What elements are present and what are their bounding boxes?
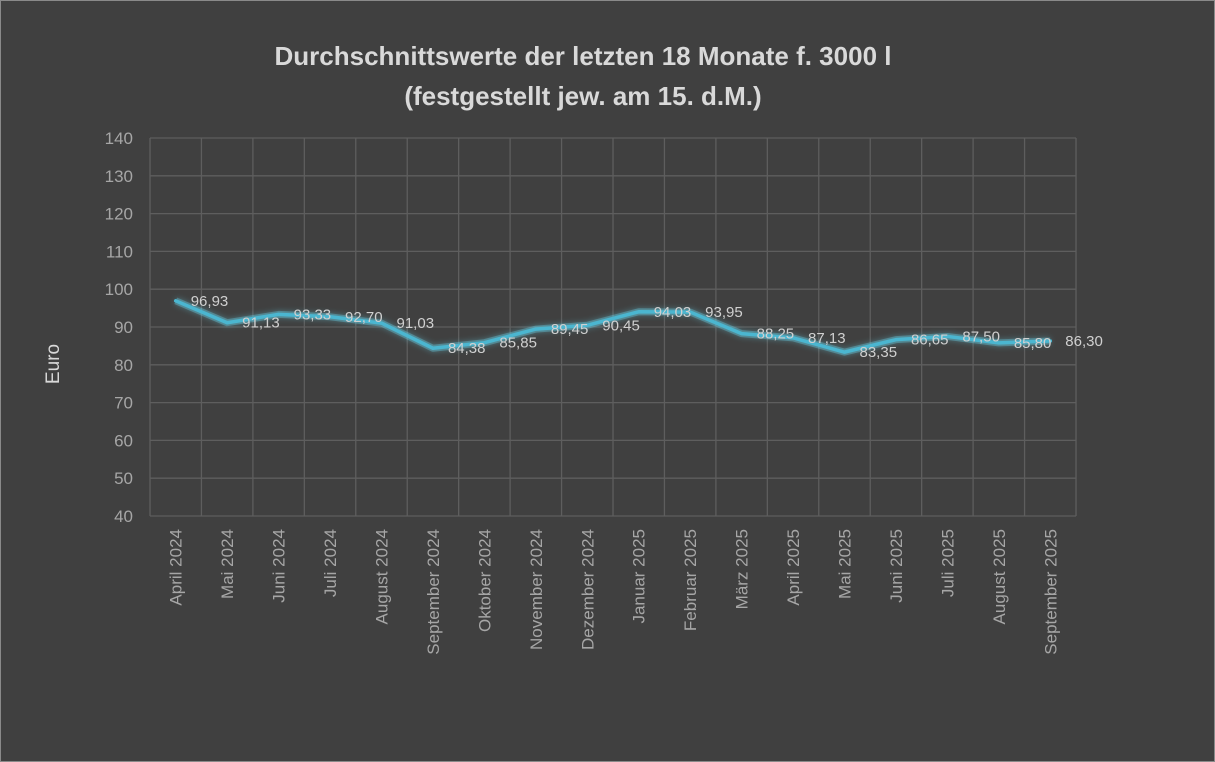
data-label: 85,80 (1014, 335, 1052, 352)
x-tick-label: September 2025 (1041, 529, 1060, 655)
data-label: 93,95 (705, 304, 743, 321)
data-labels: 96,93 91,13 93,33 92,70 91,03 84,38 85,85 89,45… (191, 293, 1103, 361)
data-label: 91,03 (397, 315, 435, 332)
data-label: 88,25 (757, 326, 795, 343)
y-axis-ticks: 40 50 60 70 80 90 100 110 120 130 140 (105, 129, 133, 526)
series-line (173, 299, 1053, 354)
x-tick-label: Oktober 2024 (475, 529, 494, 632)
y-tick-label: 140 (105, 129, 133, 148)
x-tick-label: Juli 2025 (938, 529, 957, 597)
data-label: 84,38 (448, 340, 486, 357)
data-label: 89,45 (551, 321, 589, 338)
x-axis-ticks: April 2024 Mai 2024 Juni 2024 Juli 2024 Augu… (167, 529, 1061, 655)
x-tick-label: Februar 2025 (681, 529, 700, 631)
y-tick-label: 70 (114, 394, 133, 413)
x-tick-label: Juli 2024 (321, 529, 340, 597)
y-tick-label: 60 (114, 431, 133, 450)
data-series (173, 297, 1053, 356)
chart-title-line-1: Durchschnittswerte der letzten 18 Monate… (275, 41, 892, 71)
x-tick-label: April 2025 (784, 529, 803, 606)
x-tick-label: August 2025 (990, 529, 1009, 624)
y-tick-label: 50 (114, 469, 133, 488)
data-label: 85,85 (499, 335, 537, 352)
x-tick-label: Juni 2025 (887, 529, 906, 603)
data-label: 94,03 (654, 304, 692, 321)
x-tick-label: März 2025 (733, 529, 752, 609)
x-tick-label: April 2024 (167, 529, 186, 606)
data-label: 93,33 (294, 306, 332, 323)
gridlines (149, 137, 1077, 517)
y-tick-label: 90 (114, 318, 133, 337)
x-tick-label: November 2024 (527, 529, 546, 650)
x-tick-label: Mai 2024 (218, 529, 237, 599)
x-tick-label: Mai 2025 (836, 529, 855, 599)
x-tick-label: Januar 2025 (630, 529, 649, 624)
data-label: 87,13 (808, 330, 846, 347)
data-label: 87,50 (962, 328, 1000, 345)
y-tick-label: 80 (114, 356, 133, 375)
data-label: 90,45 (602, 317, 640, 334)
data-label: 96,93 (191, 293, 229, 310)
data-label: 91,13 (242, 315, 280, 332)
data-label: 92,70 (345, 309, 383, 326)
y-tick-label: 100 (105, 280, 133, 299)
data-label: 86,30 (1065, 333, 1103, 350)
y-tick-label: 40 (114, 507, 133, 526)
data-label: 86,65 (911, 332, 949, 349)
data-label: 83,35 (860, 344, 898, 361)
x-tick-label: September 2024 (424, 529, 443, 655)
x-tick-label: August 2024 (373, 529, 392, 624)
y-tick-label: 110 (106, 242, 133, 261)
y-axis-title: Euro (43, 344, 64, 384)
chart-title-line-2: (festgestellt jew. am 15. d.M.) (404, 81, 761, 111)
y-tick-label: 120 (105, 205, 133, 224)
x-tick-label: Juni 2024 (270, 529, 289, 603)
x-tick-label: Dezember 2024 (578, 529, 597, 650)
y-tick-label: 130 (105, 167, 133, 186)
